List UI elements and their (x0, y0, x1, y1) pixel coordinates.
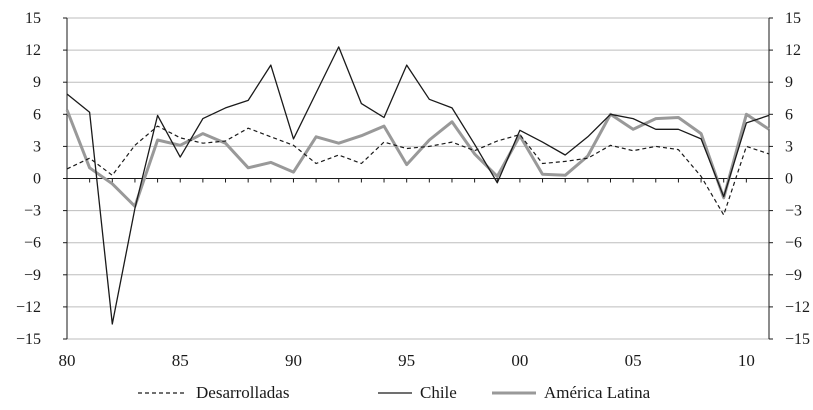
series-lines (65, 46, 770, 325)
x-tick-labels: 80 85 90 95 00 05 10 (59, 351, 755, 370)
right-y-tick-label: −6 (785, 235, 802, 252)
right-y-tick-labels: 15 12 9 6 3 0 −3 −6 −9 −12 −15 (785, 10, 810, 348)
series-line-am-rica-latina (65, 109, 770, 208)
right-y-tick-label: −12 (785, 299, 810, 316)
x-tick-label: 90 (285, 351, 302, 370)
x-tick-label: 05 (625, 351, 642, 370)
right-y-tick-label: 12 (785, 42, 801, 59)
left-y-tick-label: −9 (24, 267, 41, 284)
left-y-tick-label: 6 (33, 106, 41, 123)
x-tick-label: 00 (511, 351, 528, 370)
right-y-tick-label: 6 (785, 106, 793, 123)
right-y-tick-label: 3 (785, 138, 793, 155)
right-y-tick-label: 0 (785, 171, 793, 188)
right-y-tick-label: −15 (785, 331, 810, 348)
legend-label-desarrolladas: Desarrolladas (196, 383, 289, 402)
x-tick-label: 85 (172, 351, 189, 370)
x-tick-label: 80 (59, 351, 76, 370)
left-y-tick-label: 3 (33, 138, 41, 155)
legend: Desarrolladas Chile América Latina (138, 383, 651, 402)
left-y-tick-label: 12 (25, 42, 41, 59)
left-y-tick-label: −6 (24, 235, 41, 252)
x-tick-label: 10 (738, 351, 755, 370)
left-y-tick-label: 0 (33, 171, 41, 188)
right-y-tick-label: −9 (785, 267, 802, 284)
x-tick-label: 95 (398, 351, 415, 370)
left-y-tick-labels: 15 12 9 6 3 0 −3 −6 −9 −12 −15 (16, 10, 41, 348)
left-y-tick-label: −15 (16, 331, 41, 348)
left-y-tick-label: −12 (16, 299, 41, 316)
left-y-tick-label: −3 (24, 203, 41, 220)
right-y-tick-label: 15 (785, 10, 801, 27)
left-y-tick-label: 15 (25, 10, 41, 27)
series-line-chile (66, 46, 770, 325)
axes (63, 17, 773, 340)
legend-label-america-latina: América Latina (544, 383, 651, 402)
legend-label-chile: Chile (420, 383, 457, 402)
right-y-tick-label: −3 (785, 203, 802, 220)
series-line-desarrolladas (66, 125, 770, 216)
left-y-tick-label: 9 (33, 74, 41, 91)
right-y-tick-label: 9 (785, 74, 793, 91)
